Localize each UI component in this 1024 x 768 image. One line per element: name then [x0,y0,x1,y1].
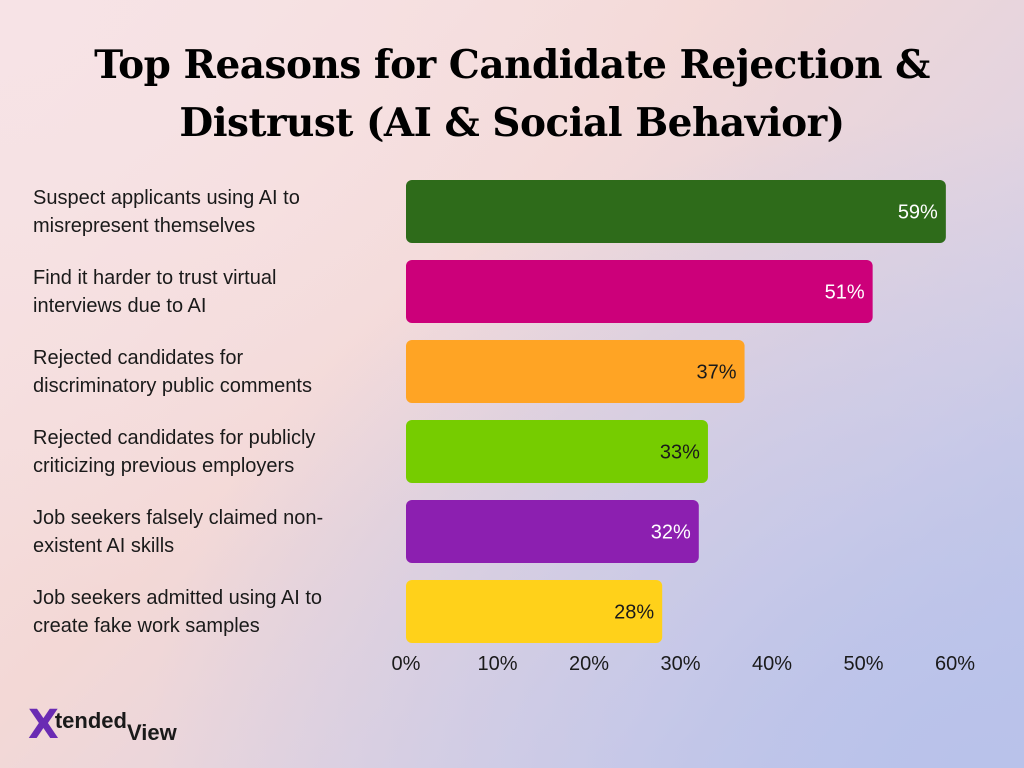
chart-title: Top Reasons for Candidate Rejection & Di… [94,42,930,146]
category-label: Rejected candidates for discriminatory pu… [33,347,312,397]
x-tick-label: 0% [392,653,421,675]
bar-value-label: 51% [825,282,865,304]
logo-text-bottom: View [126,720,177,745]
x-tick-label: 40% [752,653,792,675]
bar-value-label: 32% [651,522,691,544]
bar-value-label: 37% [697,362,737,384]
x-tick-label: 20% [569,653,609,675]
x-tick-label: 10% [477,653,517,675]
x-tick-label: 30% [660,653,700,675]
bar [406,340,745,403]
xtendedview-logo: X tendedView [28,702,177,748]
bar [406,420,708,483]
bar-value-label: 28% [614,602,654,624]
x-tick-label: 60% [935,653,975,675]
bar [406,500,699,563]
bar [406,180,946,243]
category-label: Find it harder to trust virtual interview… [33,267,276,317]
category-label: Job seekers falsely claimed non-existent… [33,507,323,557]
logo-text-top: tended [54,708,127,733]
bar [406,580,663,643]
logo-x-mark: X [28,702,59,748]
bar-value-label: 59% [898,202,938,224]
category-label: Job seekers admitted using AI to create f… [33,587,322,637]
x-tick-label: 50% [843,653,883,675]
bar [406,260,873,323]
category-label: Rejected candidates for publicly criticiz… [33,427,315,477]
category-label: Suspect applicants using AI to misreprese… [33,187,300,237]
bar-value-label: 33% [660,442,700,464]
logo-wordmark: tendedView [55,708,177,745]
